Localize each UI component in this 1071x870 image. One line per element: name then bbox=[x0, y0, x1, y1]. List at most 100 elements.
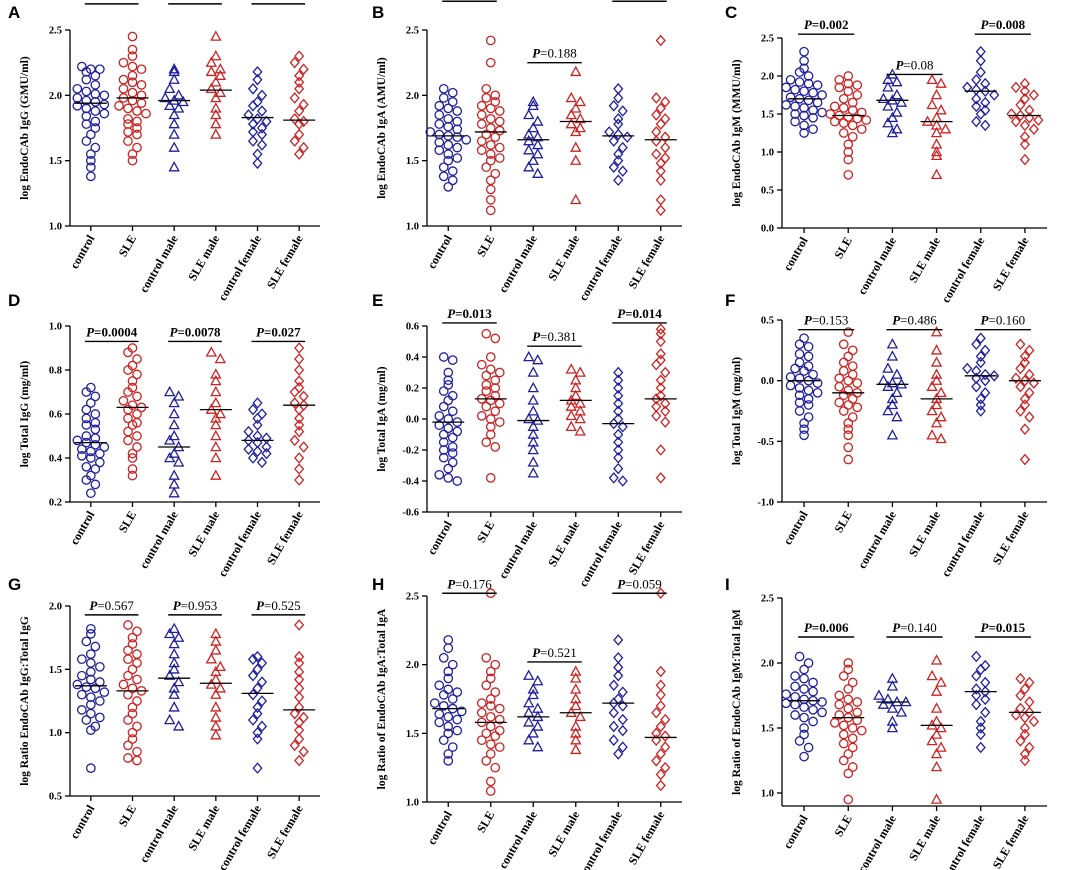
data-point bbox=[289, 739, 300, 752]
data-point bbox=[447, 406, 458, 417]
data-point bbox=[481, 162, 492, 173]
data-point bbox=[790, 710, 800, 720]
data-point bbox=[843, 454, 854, 465]
data-point bbox=[1015, 380, 1026, 393]
data-point bbox=[843, 86, 854, 97]
data-point bbox=[252, 762, 263, 774]
data-point bbox=[481, 370, 492, 381]
data-point bbox=[132, 369, 142, 380]
data-point bbox=[90, 97, 101, 107]
data-point bbox=[1028, 715, 1039, 728]
data-point bbox=[794, 383, 805, 393]
data-point bbox=[127, 453, 138, 463]
y-tick-label: 2.5 bbox=[406, 592, 419, 603]
data-point bbox=[1019, 728, 1030, 741]
data-point bbox=[168, 63, 180, 74]
data-point bbox=[447, 457, 458, 468]
data-point bbox=[434, 137, 445, 148]
data-point bbox=[655, 118, 666, 130]
data-point bbox=[294, 666, 305, 678]
data-point bbox=[799, 729, 809, 740]
data-point bbox=[803, 78, 814, 89]
p-value-text: =0.015 bbox=[988, 620, 1025, 635]
data-point bbox=[294, 691, 305, 703]
data-point bbox=[72, 93, 83, 103]
data-point bbox=[256, 89, 268, 102]
data-point bbox=[90, 89, 101, 99]
data-point bbox=[168, 647, 180, 659]
p-value-text: =0.0078 bbox=[177, 324, 221, 339]
data-point bbox=[799, 430, 809, 441]
data-point bbox=[163, 669, 176, 680]
data-point bbox=[132, 658, 142, 668]
p-value-text: =0.164 bbox=[97, 0, 134, 2]
data-point bbox=[799, 712, 809, 723]
data-point bbox=[76, 705, 87, 715]
data-point bbox=[85, 708, 96, 719]
data-point bbox=[81, 136, 92, 146]
data-point bbox=[490, 333, 501, 344]
data-point bbox=[485, 739, 496, 750]
data-point bbox=[1015, 362, 1026, 375]
data-point bbox=[613, 113, 624, 125]
x-tick-label: control female bbox=[576, 808, 625, 870]
data-point bbox=[975, 715, 986, 728]
data-point bbox=[1015, 735, 1026, 747]
data-point bbox=[527, 394, 539, 405]
data-point bbox=[527, 727, 539, 738]
data-point bbox=[660, 397, 671, 410]
x-tick-label: control female bbox=[939, 234, 988, 305]
data-point bbox=[617, 165, 628, 177]
data-point bbox=[168, 418, 180, 430]
data-point bbox=[256, 456, 268, 469]
data-point bbox=[168, 429, 180, 441]
data-point bbox=[838, 103, 849, 113]
data-point bbox=[485, 123, 496, 133]
data-point bbox=[123, 136, 133, 146]
p-value-label: P=0.164 bbox=[89, 0, 134, 2]
data-point bbox=[429, 698, 440, 708]
data-point bbox=[434, 119, 445, 129]
panel-letter: A bbox=[8, 3, 20, 22]
data-point bbox=[94, 448, 105, 459]
data-point bbox=[485, 364, 496, 375]
data-point bbox=[803, 412, 814, 422]
data-point bbox=[141, 108, 151, 119]
data-point bbox=[523, 128, 535, 139]
data-point bbox=[852, 80, 863, 90]
data-point bbox=[247, 83, 259, 95]
data-point bbox=[210, 644, 222, 655]
data-point bbox=[570, 683, 582, 694]
data-point bbox=[651, 734, 662, 746]
data-point bbox=[85, 629, 96, 639]
data-point bbox=[443, 423, 454, 434]
data-point bbox=[613, 389, 624, 402]
data-point bbox=[980, 119, 991, 132]
data-point bbox=[794, 651, 805, 662]
data-point bbox=[1010, 115, 1021, 128]
y-tick-label: 2.0 bbox=[49, 91, 62, 102]
data-point bbox=[877, 92, 890, 104]
data-point bbox=[256, 128, 268, 141]
data-point bbox=[971, 372, 982, 385]
data-point bbox=[132, 129, 142, 140]
data-point bbox=[485, 155, 496, 166]
data-point bbox=[294, 682, 305, 695]
data-point bbox=[168, 73, 180, 84]
data-point bbox=[132, 106, 142, 116]
p-value-text: =0.059 bbox=[625, 576, 662, 591]
data-point bbox=[247, 452, 259, 464]
data-point bbox=[790, 691, 800, 702]
y-tick-label: 0.8 bbox=[49, 366, 62, 377]
data-point bbox=[123, 654, 133, 665]
data-point bbox=[852, 113, 863, 124]
p-value-text: =0.176 bbox=[455, 576, 492, 591]
data-point bbox=[85, 674, 96, 685]
data-point bbox=[90, 70, 101, 81]
data-point bbox=[485, 721, 496, 732]
data-point bbox=[799, 333, 809, 344]
data-point bbox=[99, 90, 110, 101]
data-point bbox=[118, 679, 129, 690]
data-point bbox=[975, 399, 986, 411]
data-point bbox=[210, 374, 222, 386]
